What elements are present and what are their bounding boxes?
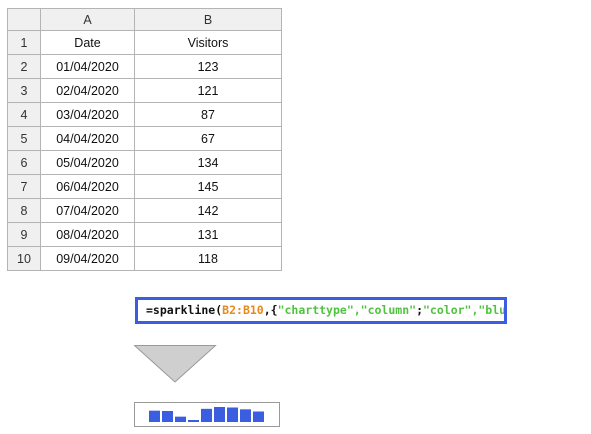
date-cell[interactable]: 04/04/2020 <box>40 126 135 151</box>
column-header-row: A B <box>7 8 282 31</box>
visitors-cell[interactable]: 67 <box>134 126 282 151</box>
spreadsheet-grid: A B 1 Date Visitors 2 01/04/2020 123 3 02/04… <box>7 8 282 271</box>
table-row: 7 06/04/2020 145 <box>7 174 282 199</box>
sparkline-cell[interactable] <box>134 402 280 427</box>
table-row: 2 01/04/2020 123 <box>7 54 282 79</box>
sparkline-formula[interactable]: =sparkline(B2:B10,{"charttype","column";… <box>135 297 507 324</box>
sparkline-bar <box>188 420 199 422</box>
sparkline-bar <box>201 408 212 422</box>
cell-b1[interactable]: Visitors <box>134 30 282 55</box>
visitors-cell[interactable]: 145 <box>134 174 282 199</box>
visitors-cell[interactable]: 134 <box>134 150 282 175</box>
table-row: 3 02/04/2020 121 <box>7 78 282 103</box>
table-row: 4 03/04/2020 87 <box>7 102 282 127</box>
formula-option-color: "color","blue" <box>423 303 507 317</box>
date-cell[interactable]: 02/04/2020 <box>40 78 135 103</box>
date-cell[interactable]: 01/04/2020 <box>40 54 135 79</box>
select-all-corner[interactable] <box>7 8 41 31</box>
down-triangle-icon <box>134 345 217 383</box>
sparkline-bar <box>175 416 186 422</box>
column-header-b[interactable]: B <box>134 8 282 31</box>
column-header-a[interactable]: A <box>40 8 135 31</box>
visitors-cell[interactable]: 121 <box>134 78 282 103</box>
row-header[interactable]: 1 <box>7 30 41 55</box>
table-row: 6 05/04/2020 134 <box>7 150 282 175</box>
date-cell[interactable]: 03/04/2020 <box>40 102 135 127</box>
date-cell[interactable]: 08/04/2020 <box>40 222 135 247</box>
table-row: 9 08/04/2020 131 <box>7 222 282 247</box>
table-row: 1 Date Visitors <box>7 30 282 55</box>
sparkline-bar <box>149 410 160 422</box>
visitors-cell[interactable]: 118 <box>134 246 282 271</box>
date-cell[interactable]: 05/04/2020 <box>40 150 135 175</box>
row-header[interactable]: 2 <box>7 54 41 79</box>
date-cell[interactable]: 06/04/2020 <box>40 174 135 199</box>
date-cell[interactable]: 07/04/2020 <box>40 198 135 223</box>
visitors-cell[interactable]: 123 <box>134 54 282 79</box>
sparkline-bar <box>214 407 225 422</box>
row-header[interactable]: 4 <box>7 102 41 127</box>
visitors-cell[interactable]: 131 <box>134 222 282 247</box>
table-row: 5 04/04/2020 67 <box>7 126 282 151</box>
table-row: 10 09/04/2020 118 <box>7 246 282 271</box>
row-header[interactable]: 8 <box>7 198 41 223</box>
sparkline-bar <box>162 411 173 422</box>
formula-option-charttype: "charttype","column" <box>277 303 417 317</box>
formula-range: B2:B10 <box>222 303 264 317</box>
row-header[interactable]: 5 <box>7 126 41 151</box>
row-header[interactable]: 9 <box>7 222 41 247</box>
row-header[interactable]: 6 <box>7 150 41 175</box>
cell-a1[interactable]: Date <box>40 30 135 55</box>
visitors-cell[interactable]: 87 <box>134 102 282 127</box>
sparkline-bar <box>253 411 264 422</box>
date-cell[interactable]: 09/04/2020 <box>40 246 135 271</box>
row-header[interactable]: 10 <box>7 246 41 271</box>
sparkline-bar <box>240 409 251 422</box>
row-header[interactable]: 3 <box>7 78 41 103</box>
table-row: 8 07/04/2020 142 <box>7 198 282 223</box>
formula-separator: ,{ <box>263 303 278 317</box>
visitors-cell[interactable]: 142 <box>134 198 282 223</box>
sparkline-chart <box>149 407 264 422</box>
row-header[interactable]: 7 <box>7 174 41 199</box>
formula-separator: ; <box>416 303 423 317</box>
sparkline-bar <box>227 407 238 422</box>
formula-function: =sparkline( <box>146 303 223 317</box>
